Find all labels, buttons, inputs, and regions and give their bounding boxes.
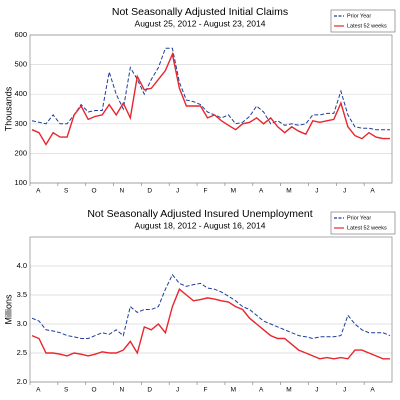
y-tick-label: 3.0 xyxy=(17,319,27,328)
x-tick-label: S xyxy=(64,387,69,394)
y-tick-label: 100 xyxy=(14,178,27,187)
y-tick-label: 300 xyxy=(14,119,27,128)
chart-title: Not Seasonally Adjusted Insured Unemploy… xyxy=(87,208,312,220)
y-tick-label: 3.5 xyxy=(17,290,27,299)
x-tick-label: M xyxy=(286,387,291,394)
chart-title: Not Seasonally Adjusted Initial Claims xyxy=(112,6,288,18)
x-tick-label: M xyxy=(231,188,236,195)
x-tick-label: D xyxy=(147,188,152,195)
x-tick-label: O xyxy=(92,387,97,394)
y-tick-label: 2.0 xyxy=(17,377,27,386)
x-tick-label: A xyxy=(259,188,264,195)
series-line xyxy=(31,273,391,340)
y-tick-label: 500 xyxy=(14,60,27,69)
x-tick-label: F xyxy=(203,387,207,394)
y-tick-label: 400 xyxy=(14,89,27,98)
y-tick-label: 600 xyxy=(14,30,27,39)
y-axis-label: Millions xyxy=(3,294,13,325)
plot-frame xyxy=(29,34,393,184)
legend-label: Prior Year xyxy=(347,215,371,221)
x-tick-label: J xyxy=(343,188,346,195)
x-tick-label: M xyxy=(286,188,291,195)
y-tick-label: 200 xyxy=(14,148,27,157)
y-tick-label: 2.5 xyxy=(17,348,27,357)
legend-label: Latest 52 weeks xyxy=(347,23,387,29)
x-tick-label: A xyxy=(370,188,375,195)
series-line xyxy=(31,288,390,360)
x-tick-label: N xyxy=(120,387,125,394)
x-tick-label: J xyxy=(176,188,179,195)
series-line xyxy=(31,47,390,131)
y-tick-label: 4.0 xyxy=(17,261,27,270)
x-tick-label: A xyxy=(36,387,41,394)
x-tick-label: N xyxy=(120,188,125,195)
series-line xyxy=(31,51,390,146)
x-tick-label: J xyxy=(315,188,318,195)
x-tick-label: O xyxy=(92,188,97,195)
x-tick-label: S xyxy=(64,188,69,195)
x-tick-label: F xyxy=(203,188,207,195)
chart-subtitle: August 25, 2012 - August 23, 2014 xyxy=(135,18,266,28)
legend-label: Latest 52 weeks xyxy=(347,225,387,231)
legend-box xyxy=(330,211,396,235)
x-tick-label: M xyxy=(231,387,236,394)
x-tick-label: D xyxy=(147,387,152,394)
x-tick-label: J xyxy=(315,387,318,394)
x-tick-label: J xyxy=(343,387,346,394)
x-tick-label: A xyxy=(259,387,264,394)
legend-label: Prior Year xyxy=(347,13,371,19)
chart-subtitle: August 18, 2012 - August 16, 2014 xyxy=(135,220,266,230)
plot-frame xyxy=(29,236,393,383)
x-tick-label: A xyxy=(36,188,41,195)
x-tick-label: J xyxy=(176,387,179,394)
legend-box xyxy=(330,9,396,33)
y-axis-label: Thousands xyxy=(3,86,13,131)
x-tick-label: A xyxy=(370,387,375,394)
